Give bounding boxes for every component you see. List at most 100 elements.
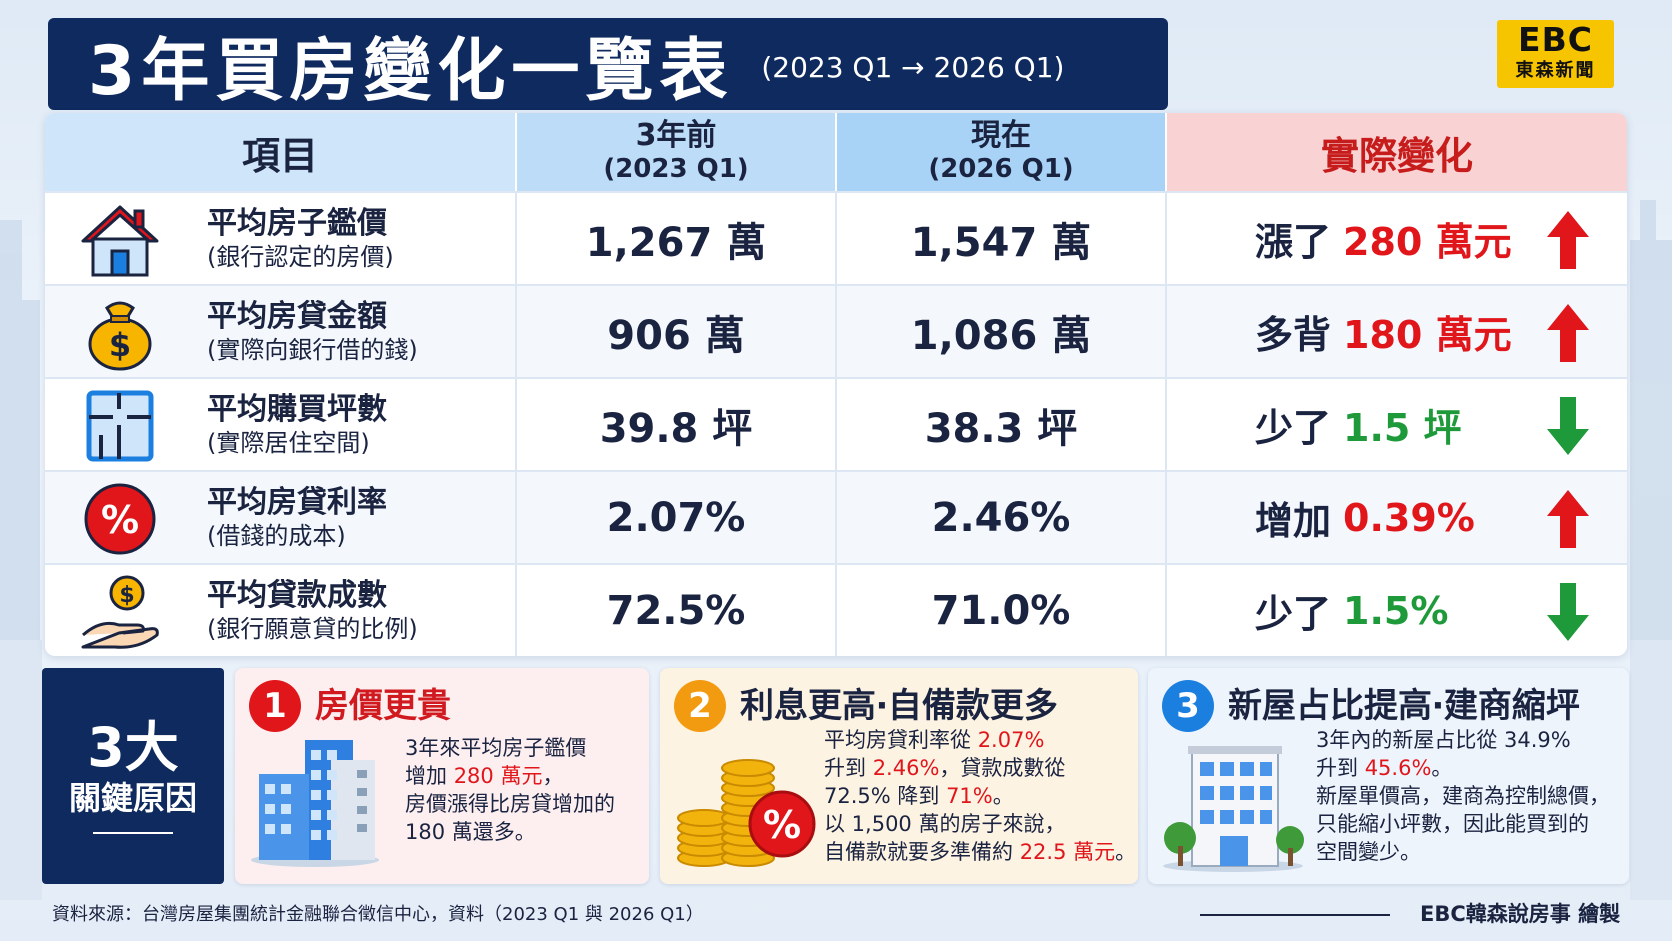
row-change-cell: 少了 1.5 坪 [1165, 379, 1627, 470]
row-item-name: 平均房貸金額 [207, 298, 387, 334]
reason-line: 自備款就要多準備約 22.5 萬元。 [824, 840, 1137, 864]
row-change-label: 少了 [1255, 592, 1332, 636]
ebc-logo: EBC 東森新聞 [1497, 20, 1614, 88]
reason-line: 新屋單價高，建商為控制總價， [1316, 784, 1610, 808]
reason-line: 升到 45.6%。 [1316, 756, 1453, 780]
reason-line: 180 萬還多。 [405, 820, 536, 844]
apartment-building-icon [1163, 746, 1304, 872]
row-change-value: 1.5 坪 [1343, 406, 1462, 450]
row-item-desc: (借錢的成本) [207, 521, 346, 550]
header-item: 項目 [45, 113, 515, 191]
row-item-desc: (實際向銀行借的錢) [207, 335, 418, 364]
reason-card-3: 3 新屋占比提高‧建商縮坪 3年內的新屋占比從 34.9% 升到 45.6%。 … [1148, 668, 1629, 884]
row-change-label: 漲了 [1255, 220, 1332, 264]
row-now-value: 1,086 萬 [835, 286, 1165, 377]
row-before-value: 72.5% [515, 565, 835, 656]
reason-number-badge: 2 [674, 680, 726, 732]
row-item-cell: 平均房子鑑價 (銀行認定的房價) [45, 193, 515, 284]
table-row: $ 平均貸款成數 (銀行願意貸的比例) 72.5% 71.0% 少了 1.5% [45, 563, 1627, 656]
floor-plan-icon [86, 390, 154, 462]
row-item-desc: (實際居住空間) [207, 428, 370, 457]
percent-icon: % [84, 483, 156, 555]
row-before-value: 906 萬 [515, 286, 835, 377]
header-before-period: (2023 Q1) [603, 154, 749, 184]
svg-text:$: $ [109, 326, 131, 364]
reason-number-badge: 1 [249, 680, 301, 732]
arrow-down-icon [1547, 583, 1589, 641]
arrow-up-icon [1547, 304, 1589, 362]
hand-coin-icon: $ [81, 575, 159, 649]
svg-text:%: % [101, 498, 139, 542]
header-change: 實際變化 [1165, 113, 1627, 191]
reason-number-badge: 3 [1162, 680, 1214, 732]
comparison-table: 項目 3年前 (2023 Q1) 現在 (2026 Q1) 實際變化 平均房子鑑… [45, 113, 1627, 656]
money-bag-icon: $ [88, 301, 152, 371]
svg-text:%: % [763, 803, 801, 847]
header-now-period: (2026 Q1) [928, 154, 1074, 184]
row-before-value: 2.07% [515, 472, 835, 563]
reason-line: 增加 280 萬元， [405, 764, 564, 788]
house-icon [81, 205, 159, 277]
table-header: 項目 3年前 (2023 Q1) 現在 (2026 Q1) 實際變化 [45, 113, 1627, 191]
logo-text-bottom: 東森新聞 [1515, 60, 1596, 81]
title-bar: 3年買房變化一覽表 (2023 Q1 → 2026 Q1) [48, 18, 1168, 111]
row-item-cell: % 平均房貸利率 (借錢的成本) [45, 472, 515, 563]
row-before-value: 39.8 坪 [515, 379, 835, 470]
row-item-name: 平均購買坪數 [207, 391, 387, 427]
row-change-value: 1.5% [1343, 588, 1449, 633]
row-item-name: 平均房子鑑價 [207, 205, 387, 241]
reason-title: 房價更貴 [315, 686, 451, 726]
coins-percent-icon: % [677, 759, 816, 867]
office-building-icon [251, 740, 379, 867]
reason-title: 利息更高‧自備款更多 [740, 686, 1058, 726]
reason-line: 72.5% 降到 71%。 [824, 784, 1014, 808]
row-now-value: 71.0% [835, 565, 1165, 656]
row-change-label: 多背 [1255, 313, 1332, 357]
row-now-value: 2.46% [835, 472, 1165, 563]
reasons-count: 3大 [87, 716, 179, 779]
table-row: 平均購買坪數 (實際居住空間) 39.8 坪 38.3 坪 少了 1.5 坪 [45, 377, 1627, 470]
page-title: 3年買房變化一覽表 [88, 31, 734, 111]
arrow-down-icon [1547, 397, 1589, 455]
row-change-cell: 多背 180 萬元 [1165, 286, 1627, 377]
row-change-value: 180 萬元 [1343, 313, 1512, 357]
row-item-cell: $ 平均貸款成數 (銀行願意貸的比例) [45, 565, 515, 656]
reasons-label-box: 3大 關鍵原因 [42, 668, 224, 884]
reason-body: 平均房貸利率從 2.07% 升到 2.46%，貸款成數從 72.5% 降到 71… [824, 726, 1136, 866]
reason-card-2: 2 利息更高‧自備款更多 % 平均房貸利率從 2.07% 升到 2.46%，貸款… [660, 668, 1138, 884]
reason-line: 以 1,500 萬的房子來說， [824, 812, 1066, 836]
row-now-value: 38.3 坪 [835, 379, 1165, 470]
reason-line: 3年內的新屋占比從 34.9% [1316, 728, 1571, 752]
row-item-name: 平均房貸利率 [207, 484, 387, 520]
reason-line: 空間變少。 [1316, 840, 1421, 864]
row-item-name: 平均貸款成數 [207, 577, 387, 613]
reason-line: 平均房貸利率從 2.07% [824, 728, 1045, 752]
row-item-desc: (銀行願意貸的比例) [207, 614, 418, 643]
row-item-desc: (銀行認定的房價) [207, 242, 394, 271]
divider [93, 832, 173, 834]
table-row: % 平均房貸利率 (借錢的成本) 2.07% 2.46% 增加 0.39% [45, 470, 1627, 563]
source-note: 資料來源：台灣房屋集團統計金融聯合徵信中心，資料（2023 Q1 與 2026 … [52, 904, 704, 925]
reason-title: 新屋占比提高‧建商縮坪 [1228, 686, 1580, 726]
reason-line: 房價漲得比房貸增加的 [405, 792, 615, 816]
reason-line: 升到 2.46%，貸款成數從 [824, 756, 1066, 780]
reason-line: 3年來平均房子鑑價 [405, 736, 587, 760]
reason-body: 3年內的新屋占比從 34.9% 升到 45.6%。 新屋單價高，建商為控制總價，… [1316, 726, 1610, 866]
row-change-label: 少了 [1255, 406, 1332, 450]
table-row: $ 平均房貸金額 (實際向銀行借的錢) 906 萬 1,086 萬 多背 180… [45, 284, 1627, 377]
page-subtitle: (2023 Q1 → 2026 Q1) [761, 50, 1065, 84]
arrow-up-icon [1547, 211, 1589, 269]
row-now-value: 1,547 萬 [835, 193, 1165, 284]
row-before-value: 1,267 萬 [515, 193, 835, 284]
reason-line: 只能縮小坪數，因此能買到的 [1316, 812, 1589, 836]
reason-card-1: 1 房價更貴 3年來平均房子鑑價 增加 280 萬元， 房價漲得比房貸增加的 1… [235, 668, 649, 884]
row-change-cell: 增加 0.39% [1165, 472, 1627, 563]
logo-text-top: EBC [1518, 20, 1593, 59]
svg-text:$: $ [119, 583, 134, 608]
divider [1200, 914, 1390, 916]
row-item-cell: $ 平均房貸金額 (實際向銀行借的錢) [45, 286, 515, 377]
header-before-label: 3年前 [635, 118, 717, 153]
row-change-cell: 漲了 280 萬元 [1165, 193, 1627, 284]
arrow-up-icon [1547, 490, 1589, 548]
header-now: 現在 (2026 Q1) [835, 113, 1165, 191]
